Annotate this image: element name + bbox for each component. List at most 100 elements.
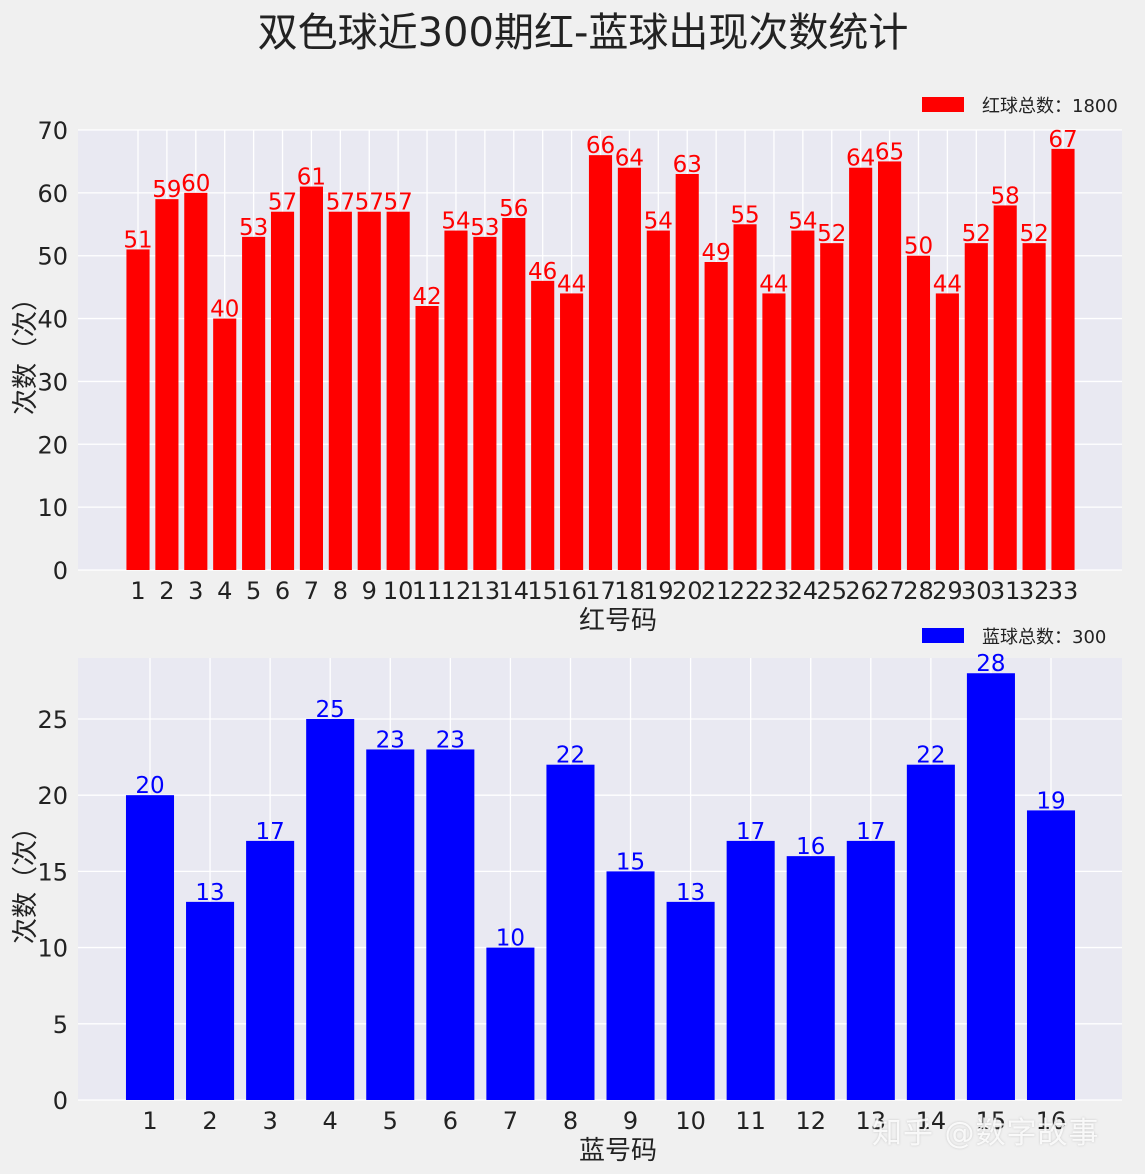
x-tick-label: 25: [816, 577, 847, 605]
data-label: 20: [135, 773, 164, 799]
data-label: 63: [673, 152, 702, 178]
data-label: 59: [152, 177, 181, 203]
data-label: 56: [499, 196, 528, 222]
y-tick-label: 10: [37, 935, 68, 963]
data-label: 19: [1036, 788, 1065, 814]
data-label: 17: [255, 819, 284, 845]
x-tick-label: 32: [1019, 577, 1050, 605]
x-tick-label: 7: [503, 1107, 518, 1135]
bar: [846, 840, 895, 1100]
x-tick-label: 12: [441, 577, 472, 605]
x-tick-label: 18: [614, 577, 645, 605]
bar: [906, 255, 931, 570]
data-label: 53: [239, 215, 268, 241]
x-tick-label: 6: [275, 577, 290, 605]
data-label: 60: [181, 171, 210, 197]
data-label: 64: [615, 146, 644, 172]
data-label: 44: [759, 271, 788, 297]
x-tick-label: 1: [130, 577, 145, 605]
y-tick-label: 60: [37, 180, 68, 208]
data-label: 52: [817, 221, 846, 247]
bar: [546, 764, 595, 1100]
bar: [444, 230, 468, 571]
x-tick-label: 17: [585, 577, 616, 605]
data-label: 25: [316, 697, 345, 723]
data-label: 13: [195, 880, 224, 906]
data-label: 66: [586, 133, 615, 159]
data-label: 51: [123, 227, 152, 253]
data-label: 44: [557, 271, 586, 297]
data-label: 65: [875, 139, 904, 165]
x-tick-label: 26: [845, 577, 876, 605]
y-axis-label: 次数（次）: [11, 285, 41, 415]
data-label: 64: [846, 146, 875, 172]
x-tick-label: 30: [961, 577, 992, 605]
y-tick-label: 0: [53, 1087, 68, 1115]
data-label: 17: [856, 819, 885, 845]
legend-label: 红球总数：1800: [982, 96, 1118, 117]
x-axis-label: 蓝号码: [579, 1136, 657, 1166]
data-label: 10: [496, 926, 525, 952]
x-tick-label: 11: [735, 1107, 766, 1135]
bar: [966, 673, 1015, 1100]
bar: [786, 856, 835, 1100]
y-tick-label: 20: [37, 431, 68, 459]
bar: [606, 871, 655, 1100]
x-tick-label: 22: [730, 577, 761, 605]
data-label: 17: [736, 819, 765, 845]
plot-area: [78, 658, 1122, 1100]
bar: [426, 749, 475, 1100]
data-label: 54: [644, 209, 673, 235]
bar: [704, 262, 728, 570]
y-axis-label: 次数（次）: [11, 814, 41, 944]
data-label: 40: [210, 297, 239, 323]
bar: [531, 280, 555, 570]
y-tick-label: 70: [37, 117, 68, 145]
x-tick-label: 2: [159, 577, 174, 605]
bar: [993, 205, 1017, 570]
bar: [213, 318, 237, 570]
data-label: 53: [470, 215, 499, 241]
x-tick-label: 28: [903, 577, 934, 605]
legend-swatch: [922, 628, 964, 643]
x-tick-label: 5: [246, 577, 261, 605]
data-label: 13: [676, 880, 705, 906]
x-tick-label: 10: [383, 577, 414, 605]
y-tick-label: 25: [37, 706, 68, 734]
bar: [242, 236, 266, 570]
x-tick-label: 13: [856, 1107, 887, 1135]
x-tick-label: 4: [217, 577, 232, 605]
data-label: 28: [976, 651, 1005, 677]
bar: [617, 167, 641, 570]
data-label: 57: [268, 190, 297, 216]
bar: [560, 293, 584, 570]
data-label: 23: [436, 727, 465, 753]
bar: [502, 218, 526, 570]
x-tick-label: 3: [262, 1107, 277, 1135]
data-label: 16: [796, 834, 825, 860]
y-tick-label: 10: [37, 494, 68, 522]
bar: [486, 947, 535, 1100]
y-tick-label: 50: [37, 243, 68, 271]
x-tick-label: 14: [499, 577, 530, 605]
bar: [184, 192, 208, 570]
watermark: 知乎 @数字故事: [872, 1116, 1100, 1151]
data-label: 52: [962, 221, 991, 247]
bar: [849, 167, 873, 570]
bar: [126, 249, 150, 570]
x-tick-label: 33: [1048, 577, 1079, 605]
x-tick-label: 31: [990, 577, 1021, 605]
x-tick-label: 7: [304, 577, 319, 605]
data-label: 54: [441, 209, 470, 235]
bar: [386, 211, 410, 570]
x-tick-label: 6: [443, 1107, 458, 1135]
x-tick-label: 5: [383, 1107, 398, 1135]
data-label: 15: [616, 849, 645, 875]
bar: [1051, 148, 1075, 570]
data-label: 57: [355, 190, 384, 216]
data-label: 52: [1019, 221, 1048, 247]
y-tick-label: 30: [37, 368, 68, 396]
